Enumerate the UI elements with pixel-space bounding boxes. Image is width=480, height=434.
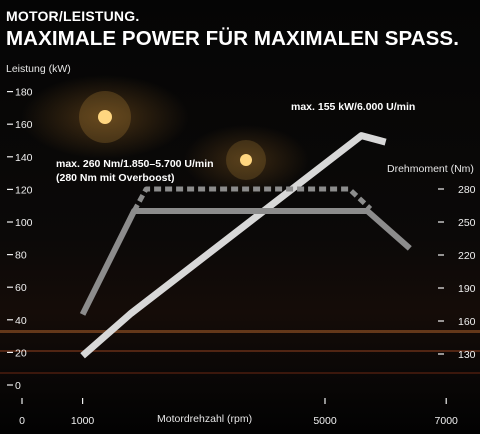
overboost-annotation: (280 Nm mit Overboost): [56, 172, 175, 184]
right-tick-label: 250: [458, 217, 476, 229]
x-axis-title: Motordrehzahl (rpm): [157, 413, 253, 425]
page-subtitle: MOTOR/LEISTUNG.: [6, 8, 140, 24]
torque-max-annotation: max. 260 Nm/1.850–5.700 U/min: [56, 158, 214, 170]
x-tick-label: 7000: [435, 415, 459, 427]
right-tick-label: 220: [458, 250, 476, 262]
left-tick-label: 180: [15, 87, 33, 99]
right-axis-title: Drehmoment (Nm): [387, 163, 474, 175]
page-title: MAXIMALE POWER FÜR MAXIMALEN SPASS.: [6, 27, 459, 50]
x-tick-label: 5000: [313, 415, 337, 427]
left-tick-label: 100: [15, 217, 33, 229]
road-light-streak: [0, 372, 480, 374]
right-tick-label: 130: [458, 349, 476, 361]
right-axis-ticks: 130 160 190 220 250 280: [438, 184, 476, 361]
left-tick-label: 140: [15, 152, 33, 164]
power-curve: [80, 132, 387, 359]
left-tick-label: 40: [15, 315, 27, 327]
left-tick-label: 0: [15, 380, 21, 392]
power-max-annotation: max. 155 kW/6.000 U/min: [291, 101, 416, 113]
right-tick-label: 280: [458, 184, 476, 196]
left-tick-label: 80: [15, 250, 27, 262]
overboost-torque-curve: [131, 186, 373, 213]
series-layer: [79, 132, 412, 359]
torque-curve: [79, 208, 412, 316]
background-lights: [0, 91, 480, 374]
left-axis-ticks: 0 20 40 60 80 100 120 140 160 180: [7, 87, 33, 392]
road-light-streak: [0, 350, 480, 352]
right-tick-label: 190: [458, 283, 476, 295]
left-axis-title: Leistung (kW): [6, 63, 71, 75]
left-tick-label: 20: [15, 347, 27, 359]
street-lamp: [98, 110, 112, 124]
right-tick-label: 160: [458, 316, 476, 328]
left-tick-label: 60: [15, 282, 27, 294]
left-tick-label: 160: [15, 119, 33, 131]
road-light-streak: [0, 330, 480, 333]
x-axis-ticks: 0 1000 5000 7000: [19, 398, 458, 427]
x-tick-label: 0: [19, 415, 25, 427]
x-tick-label: 1000: [71, 415, 95, 427]
left-tick-label: 120: [15, 184, 33, 196]
street-lamp: [240, 154, 252, 166]
